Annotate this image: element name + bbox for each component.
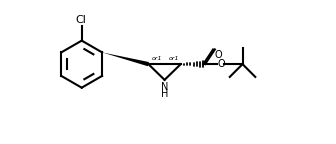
Polygon shape [102,52,149,66]
Text: O: O [217,59,225,69]
Text: H: H [161,89,168,99]
Text: O: O [214,50,222,60]
Text: or1: or1 [168,56,179,61]
Text: or1: or1 [151,56,162,61]
Text: Cl: Cl [76,15,87,25]
Text: N: N [161,82,168,92]
